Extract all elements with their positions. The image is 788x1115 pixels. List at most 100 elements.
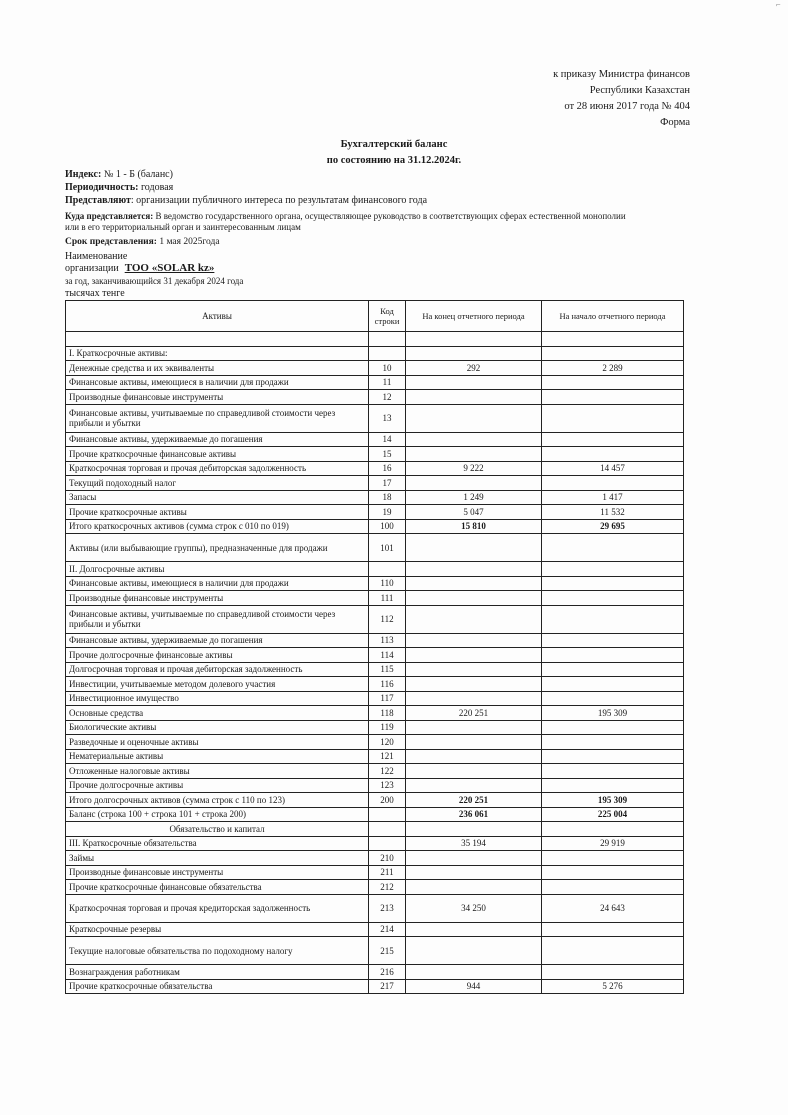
row-start-value bbox=[541, 389, 684, 405]
table-row: Производные финансовые инструменты 111 bbox=[65, 590, 684, 606]
row-end-value: 236 061 bbox=[405, 806, 542, 822]
table-row: Прочие краткосрочные финансовые активы 15 bbox=[65, 446, 684, 462]
row-code bbox=[368, 561, 406, 577]
row-start-value bbox=[541, 431, 684, 447]
row-start-value bbox=[541, 964, 684, 980]
row-start-value bbox=[541, 690, 684, 706]
row-name: Денежные средства и их эквиваленты bbox=[65, 360, 369, 376]
name-label: Наименование bbox=[65, 251, 128, 262]
table-row: Прочие краткосрочные финансовые обязател… bbox=[65, 879, 684, 895]
row-code: 17 bbox=[368, 475, 406, 491]
row-start-value bbox=[541, 734, 684, 750]
year-line: за год, заканчивающийся 31 декабря 2024 … bbox=[65, 276, 244, 286]
row-code: 215 bbox=[368, 936, 406, 965]
table-row: II. Долгосрочные активы bbox=[65, 561, 684, 577]
row-name: Инвестиции, учитываемые методом долевого… bbox=[65, 676, 369, 692]
row-end-value bbox=[405, 632, 542, 648]
row-start-value bbox=[541, 374, 684, 390]
row-end-value bbox=[405, 690, 542, 706]
table-row: Долгосрочная торговая и прочая дебиторск… bbox=[65, 661, 684, 677]
table-row: Займы 210 bbox=[65, 850, 684, 866]
row-start-value bbox=[541, 661, 684, 677]
row-name: Нематериальные активы bbox=[65, 748, 369, 764]
table-row: Итого краткосрочных активов (сумма строк… bbox=[65, 518, 684, 534]
row-name: Инвестиционное имущество bbox=[65, 690, 369, 706]
row-end-value bbox=[405, 661, 542, 677]
table-row: Прочие долгосрочные активы 123 bbox=[65, 777, 684, 793]
row-code: 214 bbox=[368, 921, 406, 937]
table-row: Прочие краткосрочные активы 19 5 047 11 532 bbox=[65, 504, 684, 520]
row-code: 212 bbox=[368, 879, 406, 895]
org-label: организации bbox=[65, 263, 119, 274]
row-start-value bbox=[541, 763, 684, 779]
row-code: 211 bbox=[368, 864, 406, 880]
row-code: 10 bbox=[368, 360, 406, 376]
row-code: 19 bbox=[368, 504, 406, 520]
row-end-value bbox=[405, 475, 542, 491]
row-name: Финансовые активы, удерживаемые до погаш… bbox=[65, 632, 369, 648]
table-row: Активы (или выбывающие группы), предназн… bbox=[65, 533, 684, 562]
row-name: Долгосрочная торговая и прочая дебиторск… bbox=[65, 661, 369, 677]
row-end-value bbox=[405, 647, 542, 663]
row-start-value bbox=[541, 921, 684, 937]
row-name: Текущие налоговые обязательства по подох… bbox=[65, 936, 369, 965]
row-start-value bbox=[541, 676, 684, 692]
row-end-value bbox=[405, 777, 542, 793]
row-start-value bbox=[541, 879, 684, 895]
row-start-value bbox=[541, 403, 684, 433]
row-code: 117 bbox=[368, 690, 406, 706]
row-code: 123 bbox=[368, 777, 406, 793]
order-ref-line2: Республики Казахстан bbox=[589, 85, 690, 96]
order-ref-line1: к приказу Министра финансов bbox=[553, 69, 690, 80]
row-start-value: 1 417 bbox=[541, 489, 684, 505]
row-end-value bbox=[405, 604, 542, 634]
row-start-value bbox=[541, 475, 684, 491]
row-name: Краткосрочная торговая и прочая кредитор… bbox=[65, 893, 369, 923]
row-code: 120 bbox=[368, 734, 406, 750]
row-start-value: 2 289 bbox=[541, 360, 684, 376]
row-name: Прочие краткосрочные обязательства bbox=[65, 978, 369, 994]
row-code bbox=[368, 331, 406, 347]
row-end-value bbox=[405, 446, 542, 462]
row-start-value: 14 457 bbox=[541, 460, 684, 476]
row-name bbox=[65, 331, 369, 347]
row-code: 114 bbox=[368, 647, 406, 663]
row-end-value bbox=[405, 590, 542, 606]
row-name: Баланс (строка 100 + строка 101 + строка… bbox=[65, 806, 369, 822]
table-row: I. Краткосрочные активы: bbox=[65, 345, 684, 361]
row-start-value: 225 004 bbox=[541, 806, 684, 822]
table-row: Краткосрочные резервы 214 bbox=[65, 921, 684, 937]
deadline-line: Срок представления: 1 мая 2025года bbox=[65, 236, 220, 249]
row-start-value: 195 309 bbox=[541, 705, 684, 721]
table-row: Прочие долгосрочные финансовые активы 114 bbox=[65, 647, 684, 663]
row-end-value bbox=[405, 936, 542, 965]
table-row: Биологические активы 119 bbox=[65, 719, 684, 735]
table-row: Запасы 18 1 249 1 417 bbox=[65, 489, 684, 505]
row-code: 217 bbox=[368, 978, 406, 994]
table-row: Нематериальные активы 121 bbox=[65, 748, 684, 764]
row-name: Прочие краткосрочные активы bbox=[65, 504, 369, 520]
row-name: Отложенные налоговые активы bbox=[65, 763, 369, 779]
row-end-value bbox=[405, 431, 542, 447]
table-row: Основные средства 118 220 251 195 309 bbox=[65, 705, 684, 721]
table-row: III. Краткосрочные обязательства 35 194 29… bbox=[65, 835, 684, 851]
where-line: Куда представляется: В ведомство государ… bbox=[65, 210, 626, 223]
table-row: Отложенные налоговые активы 122 bbox=[65, 763, 684, 779]
row-name: Краткосрочные резервы bbox=[65, 921, 369, 937]
row-code: 15 bbox=[368, 446, 406, 462]
row-start-value bbox=[541, 748, 684, 764]
row-start-value bbox=[541, 647, 684, 663]
row-end-value bbox=[405, 821, 542, 837]
table-row: Вознаграждения работникам 216 bbox=[65, 964, 684, 980]
table-row: Финансовые активы, имеющиеся в наличии д… bbox=[65, 575, 684, 591]
table-row: Краткосрочная торговая и прочая дебиторс… bbox=[65, 460, 684, 476]
row-start-value bbox=[541, 850, 684, 866]
row-name: II. Долгосрочные активы bbox=[65, 561, 369, 577]
row-code: 213 bbox=[368, 893, 406, 923]
period-label: Периодичность: bbox=[65, 182, 139, 193]
org-name: ТОО «SOLAR kz» bbox=[124, 262, 215, 274]
row-code: 12 bbox=[368, 389, 406, 405]
where-value: В ведомство государственного органа, осу… bbox=[155, 211, 626, 221]
order-ref-line3: от 28 июня 2017 года № 404 bbox=[564, 101, 690, 112]
row-code: 11 bbox=[368, 374, 406, 390]
